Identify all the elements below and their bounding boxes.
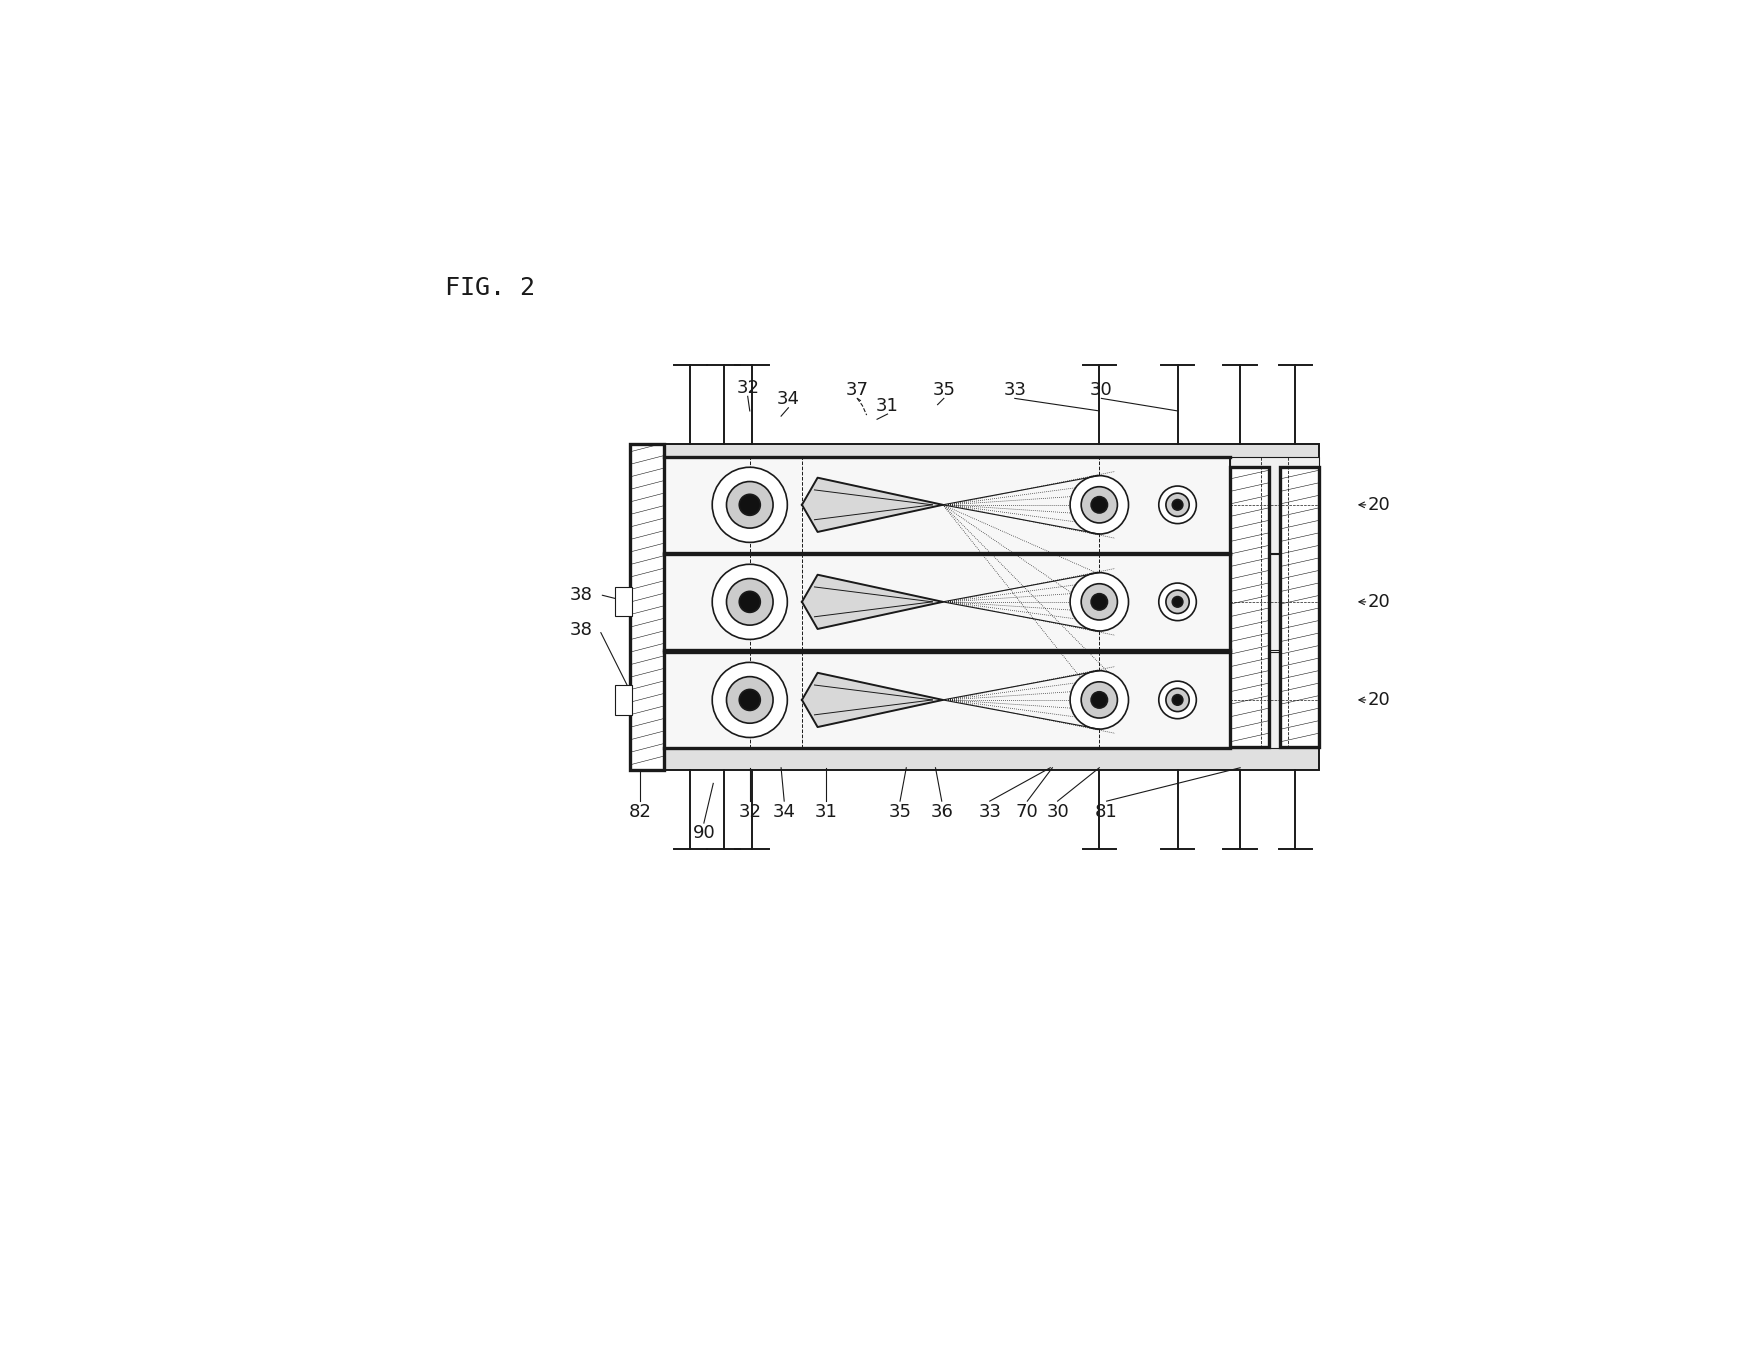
Circle shape xyxy=(1173,596,1183,607)
Circle shape xyxy=(1091,497,1108,514)
Polygon shape xyxy=(802,478,942,533)
Text: 20: 20 xyxy=(1367,593,1390,611)
Bar xyxy=(664,554,1231,650)
Circle shape xyxy=(1082,486,1117,523)
Circle shape xyxy=(1159,486,1196,523)
Text: 82: 82 xyxy=(629,802,652,821)
Text: 34: 34 xyxy=(773,802,795,821)
Text: 90: 90 xyxy=(692,824,715,843)
Text: 35: 35 xyxy=(932,381,956,400)
Text: 31: 31 xyxy=(815,802,837,821)
Circle shape xyxy=(1070,671,1129,729)
Text: 37: 37 xyxy=(846,381,869,400)
Text: 31: 31 xyxy=(876,397,898,415)
Circle shape xyxy=(1173,500,1183,509)
Text: FIG. 2: FIG. 2 xyxy=(446,276,535,299)
Circle shape xyxy=(727,676,773,724)
Text: 36: 36 xyxy=(930,802,953,821)
Bar xyxy=(1231,457,1320,553)
Text: 32: 32 xyxy=(736,379,759,397)
Text: 33: 33 xyxy=(979,802,1002,821)
Circle shape xyxy=(739,591,760,612)
Circle shape xyxy=(1173,695,1183,705)
Bar xyxy=(629,444,664,770)
Circle shape xyxy=(1166,591,1189,614)
Bar xyxy=(1231,554,1320,650)
Circle shape xyxy=(1166,493,1189,516)
Circle shape xyxy=(1070,573,1129,631)
Text: 38: 38 xyxy=(570,585,593,603)
Text: 20: 20 xyxy=(1367,691,1390,709)
Circle shape xyxy=(727,579,773,625)
Circle shape xyxy=(1082,584,1117,621)
Bar xyxy=(664,457,1231,553)
Text: 30: 30 xyxy=(1047,802,1070,821)
Text: 20: 20 xyxy=(1367,496,1390,514)
Bar xyxy=(615,686,631,714)
Text: 81: 81 xyxy=(1096,802,1119,821)
Bar xyxy=(1280,467,1320,747)
Circle shape xyxy=(1070,476,1129,534)
Text: 33: 33 xyxy=(1003,381,1026,400)
Bar xyxy=(629,444,1320,467)
Text: 32: 32 xyxy=(738,802,762,821)
Text: 38: 38 xyxy=(570,621,593,640)
Polygon shape xyxy=(802,673,942,728)
Bar xyxy=(664,652,1231,748)
Circle shape xyxy=(739,495,760,515)
Circle shape xyxy=(739,690,760,710)
Text: 34: 34 xyxy=(776,390,801,408)
Circle shape xyxy=(1159,682,1196,718)
Circle shape xyxy=(711,564,787,640)
Circle shape xyxy=(1091,593,1108,610)
Text: 30: 30 xyxy=(1091,381,1113,400)
Bar xyxy=(1231,652,1320,748)
Bar xyxy=(629,747,1320,770)
Circle shape xyxy=(1082,682,1117,718)
Bar xyxy=(1231,467,1269,747)
Circle shape xyxy=(1166,688,1189,711)
Circle shape xyxy=(711,467,787,542)
Circle shape xyxy=(727,481,773,528)
Text: 35: 35 xyxy=(888,802,911,821)
Circle shape xyxy=(1091,692,1108,709)
Circle shape xyxy=(1159,583,1196,621)
Circle shape xyxy=(711,663,787,737)
Polygon shape xyxy=(802,575,942,629)
Text: 70: 70 xyxy=(1016,802,1038,821)
Bar xyxy=(615,587,631,617)
